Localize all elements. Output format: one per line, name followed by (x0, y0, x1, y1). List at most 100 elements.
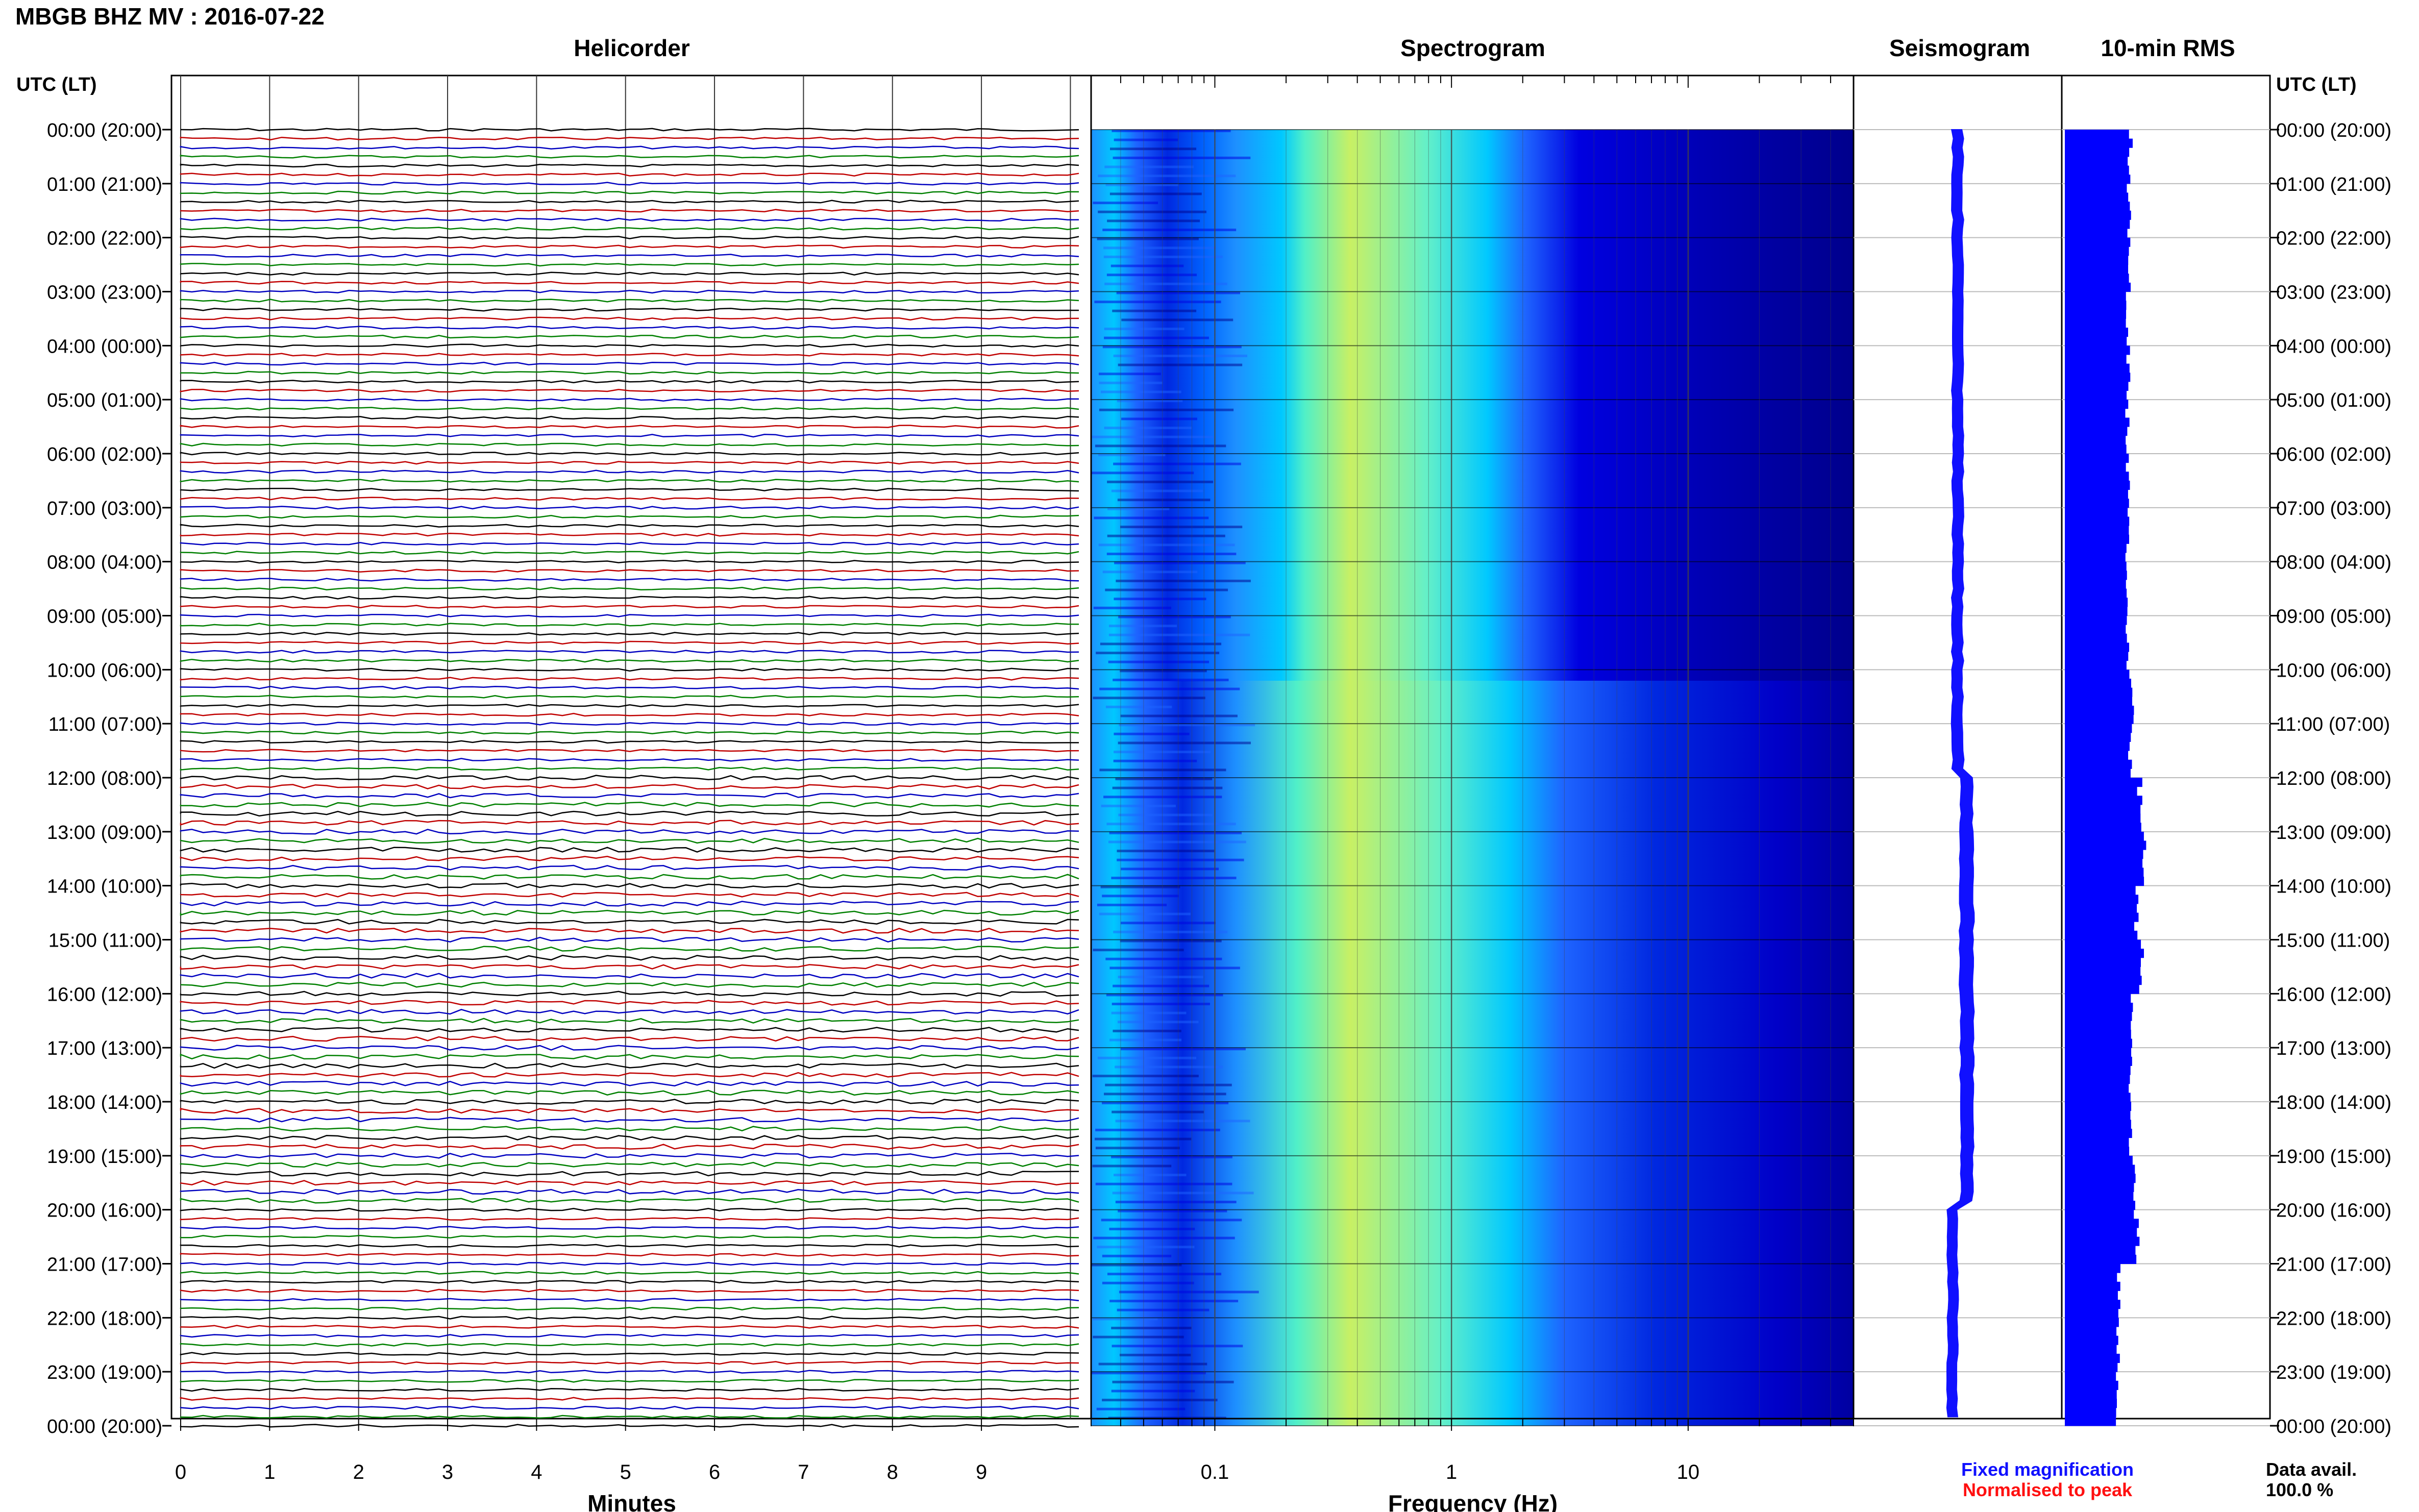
spectrogram-streak (1091, 435, 1213, 438)
spectrogram-streak (1096, 652, 1220, 655)
rms-bar (2065, 472, 2129, 481)
helicorder-trace (180, 640, 1079, 645)
rms-bar (2065, 1120, 2131, 1129)
spectrogram-streak (1094, 516, 1209, 519)
helicorder-trace (180, 1198, 1079, 1204)
spectrogram-streak (1111, 877, 1237, 880)
spectrogram-streak (1103, 246, 1216, 250)
spectrogram-streak (1118, 1209, 1227, 1212)
legend-fixed-magnification: Fixed magnification (1961, 1459, 2134, 1480)
helicorder-trace (180, 686, 1079, 690)
spectrogram-streak (1117, 400, 1183, 403)
rms-bar (2065, 345, 2130, 355)
spectrogram-streak (1099, 912, 1191, 915)
helicorder-trace (180, 1072, 1079, 1078)
hour-label-right: 22:00 (18:00) (2276, 1308, 2391, 1329)
helicorder-trace (180, 182, 1079, 186)
helicorder-trace (180, 1107, 1079, 1114)
spectrogram-streak (1099, 408, 1234, 411)
spectrogram-streak (1118, 363, 1243, 366)
helicorder-trace (180, 740, 1079, 744)
spectrogram-streak (1113, 678, 1229, 681)
helicorder-trace (180, 469, 1079, 474)
helicorder-trace (180, 1288, 1079, 1293)
spectrogram-streak (1093, 1236, 1235, 1240)
helicorder-trace (180, 487, 1079, 492)
helicorder-trace (180, 172, 1079, 177)
rms-bar (2065, 804, 2141, 814)
helicorder-trace (180, 891, 1079, 898)
spectrogram-streak (1115, 1065, 1223, 1069)
spectrogram-streak (1097, 903, 1167, 906)
helicorder-trace (180, 398, 1079, 402)
spectrogram-streak (1108, 625, 1177, 628)
rms-bar (2065, 1380, 2118, 1390)
rms-bar (2065, 219, 2130, 229)
seismogram-panel (1853, 75, 2063, 1426)
spectrogram-streak (1111, 1011, 1187, 1014)
rms-bar (2065, 823, 2141, 832)
rms-bar (2065, 732, 2131, 742)
hour-label-left: 20:00 (16:00) (47, 1200, 162, 1222)
rms-bar (2065, 813, 2141, 823)
helicorder-trace (180, 343, 1079, 348)
hour-label-left: 23:00 (19:00) (47, 1362, 162, 1383)
helicorder-trace (180, 388, 1079, 393)
helicorder-trace (180, 1053, 1079, 1060)
minutes-axis-label: Minutes (587, 1490, 676, 1512)
helicorder-trace (180, 442, 1079, 447)
helicorder-trace (180, 901, 1079, 907)
spectrogram-streak (1109, 966, 1240, 970)
spectrogram-streak (1099, 769, 1226, 772)
helicorder-trace (180, 568, 1079, 573)
rms-bar (2065, 741, 2130, 751)
rms-bar (2065, 282, 2131, 292)
rms-bar (2065, 499, 2129, 508)
hour-label-right: 02:00 (22:00) (2276, 228, 2391, 250)
helicorder-x-tick-label: 1 (264, 1461, 275, 1483)
spectrogram-streak (1112, 1345, 1243, 1348)
helicorder-trace (180, 1018, 1079, 1024)
data-availability-label: Data avail. (2266, 1459, 2357, 1480)
rms-bar (2065, 796, 2142, 805)
station-title: MBGB BHZ MV : 2016-07-22 (15, 3, 325, 30)
hour-label-right: 21:00 (17:00) (2276, 1254, 2391, 1276)
helicorder-trace (180, 1352, 1079, 1356)
rms-bar (2065, 1192, 2134, 1201)
rms-bar (2065, 912, 2139, 922)
rms-bar (2065, 598, 2128, 607)
rms-bar (2065, 1308, 2118, 1318)
helicorder-trace (180, 316, 1079, 321)
spectrogram-streak (1109, 192, 1202, 195)
spectrogram-streak (1093, 1335, 1184, 1339)
helicorder-x-tick-label: 4 (531, 1461, 542, 1483)
spectrogram-streak (1116, 291, 1241, 294)
helicorder-trace (180, 936, 1079, 943)
helicorder-trace (180, 658, 1079, 663)
helicorder-trace (180, 874, 1079, 880)
helicorder-x-tick-label: 2 (353, 1461, 364, 1483)
spectrogram-streak (1104, 165, 1194, 168)
hour-label-left: 02:00 (22:00) (47, 228, 162, 250)
rms-bar (2065, 1128, 2132, 1138)
rms-bar (2065, 1345, 2117, 1354)
rms-bar (2065, 1227, 2137, 1237)
hour-label-left: 01:00 (21:00) (47, 174, 162, 195)
rms-bar (2065, 922, 2135, 931)
helicorder-trace (180, 1188, 1079, 1195)
hour-label-right: 10:00 (06:00) (2276, 660, 2391, 681)
spectrogram-streak (1118, 976, 1203, 979)
helicorder-trace (180, 1226, 1079, 1230)
helicorder-trace (180, 1045, 1079, 1051)
rms-bar (2065, 903, 2137, 913)
spectrogram-streak (1091, 472, 1194, 475)
spectrogram-streak (1107, 507, 1170, 510)
rms-bar (2065, 336, 2127, 346)
helicorder-x-tick-label: 8 (887, 1461, 898, 1483)
rms-bar (2065, 1110, 2131, 1120)
rms-bar (2065, 130, 2129, 139)
rms-bar (2065, 165, 2129, 175)
helicorder-trace (180, 820, 1079, 826)
helicorder-trace (180, 533, 1079, 537)
